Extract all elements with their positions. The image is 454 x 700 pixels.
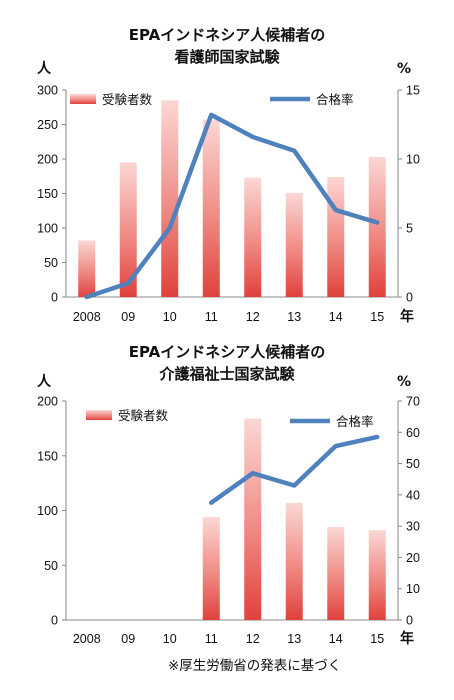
left-tick-label: 0 [51,614,58,628]
bar [202,119,220,297]
left-tick-label: 150 [37,449,58,463]
right-tick-label: 50 [406,457,420,471]
footnote: ※厚生労働省の発表に基づく [168,658,342,674]
x-tick-label: 12 [246,310,260,324]
left-tick-label: 100 [37,222,58,236]
x-tick-label: 15 [370,632,384,646]
right-axis-unit: % [397,61,411,77]
right-axis-unit: % [397,374,411,390]
right-tick-label: 60 [406,426,420,440]
x-tick-label: 2008 [73,310,101,324]
left-tick-label: 100 [37,504,58,518]
bar [244,418,262,620]
x-tick-label: 09 [121,632,135,646]
right-tick-label: 30 [406,520,420,534]
line-series [209,434,380,505]
x-axis-unit: 年 [400,308,414,325]
right-tick-label: 40 [406,488,420,502]
right-tick-label: 5 [406,222,413,236]
left-tick-label: 150 [37,187,58,201]
chart-title: EPAインドネシア人候補者の [129,26,325,44]
x-axis-unit: 年 [400,630,414,647]
bar [119,162,137,297]
left-tick-label: 0 [51,291,58,305]
x-tick-label: 11 [205,310,218,324]
bar [327,526,345,620]
legend-bar-swatch [86,410,112,420]
bar [368,530,386,620]
x-tick-label: 2008 [73,632,101,646]
x-tick-label: 15 [370,310,384,324]
legend-bar-label: 受験者数 [102,92,153,107]
bar [285,192,303,297]
x-tick-label: 13 [287,310,301,324]
legend-line-label: 合格率 [336,414,374,429]
left-tick-label: 50 [44,559,58,573]
legend-line-label: 合格率 [316,92,354,107]
right-tick-label: 10 [406,153,420,167]
chart-subtitle: 介護福祉士国家試験 [158,365,295,383]
left-tick-label: 200 [37,153,58,167]
line-series [84,112,380,300]
x-tick-label: 10 [163,632,177,646]
chart-subtitle: 看護師国家試験 [174,48,280,66]
right-tick-label: 0 [406,614,413,628]
right-tick-label: 0 [406,291,413,305]
left-tick-label: 200 [37,395,58,409]
bar [161,100,179,297]
right-tick-label: 15 [406,84,420,98]
left-tick-label: 50 [44,256,58,270]
left-tick-label: 250 [37,118,58,132]
x-tick-label: 14 [329,310,343,324]
legend-bar-label: 受験者数 [118,408,169,423]
x-tick-label: 10 [163,310,177,324]
right-tick-label: 70 [406,395,420,409]
bar [327,176,345,297]
left-axis-unit: 人 [37,373,52,390]
x-tick-label: 14 [329,632,343,646]
legend-bar-swatch [70,94,96,104]
x-tick-label: 12 [246,632,260,646]
left-tick-label: 300 [37,84,58,98]
bar [78,240,96,297]
bar [368,156,386,297]
x-tick-label: 09 [121,310,135,324]
right-tick-label: 10 [406,582,420,596]
x-tick-label: 13 [287,632,301,646]
right-tick-label: 20 [406,551,420,565]
bar [244,177,262,297]
left-axis-unit: 人 [37,60,52,77]
chart-title: EPAインドネシア人候補者の [129,343,325,361]
bar [285,502,303,620]
bar [202,517,220,620]
x-tick-label: 11 [205,632,218,646]
